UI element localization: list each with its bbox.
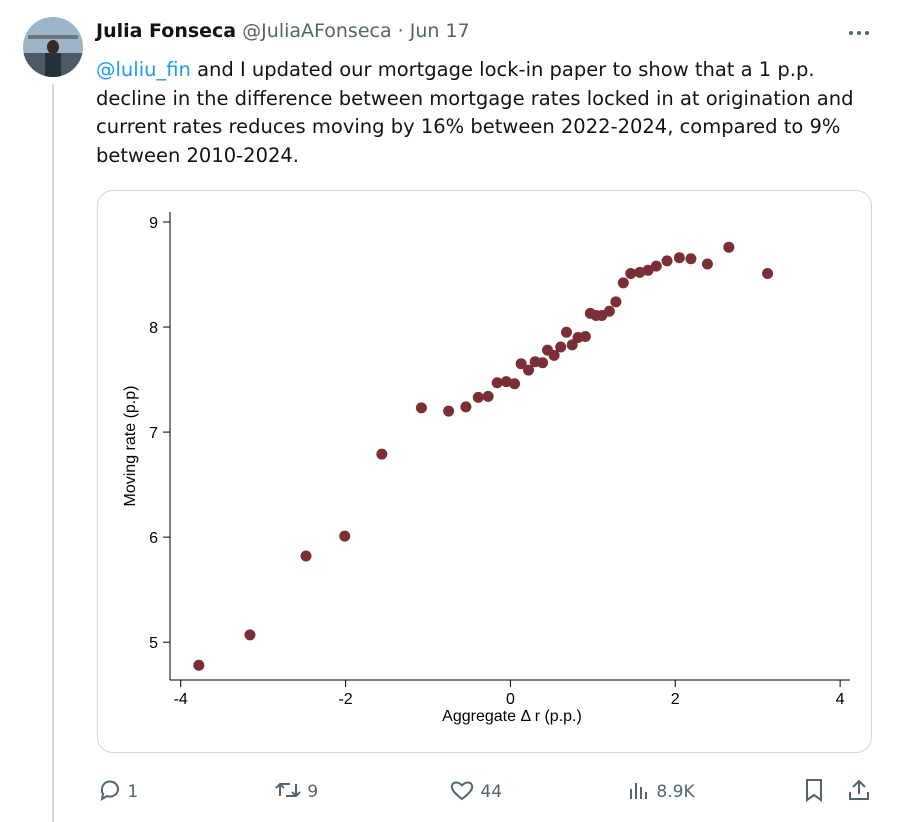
data-point bbox=[491, 377, 503, 389]
separator: · bbox=[397, 20, 404, 42]
data-point bbox=[537, 357, 549, 369]
data-point bbox=[339, 530, 351, 542]
data-point bbox=[472, 391, 484, 403]
data-point bbox=[579, 330, 591, 342]
data-point bbox=[300, 550, 312, 562]
views-icon bbox=[630, 783, 647, 799]
data-point bbox=[523, 364, 535, 376]
tweet-header: Julia Fonseca @JuliaAFonseca · Jun 17 bbox=[96, 20, 470, 42]
like-button[interactable]: 44 bbox=[449, 778, 502, 802]
x-tick-label: 0 bbox=[506, 691, 515, 708]
data-point bbox=[509, 378, 521, 390]
x-tick-label: -2 bbox=[338, 691, 352, 708]
thread-line bbox=[52, 84, 54, 822]
x-tick-label: 4 bbox=[836, 691, 845, 708]
y-tick-label: 5 bbox=[149, 635, 158, 652]
data-point bbox=[673, 252, 685, 264]
data-point bbox=[500, 376, 512, 388]
data-point bbox=[566, 339, 578, 351]
data-point bbox=[634, 266, 646, 278]
y-axis-label: Moving rate (p.p) bbox=[122, 386, 139, 507]
tweet-text: @luliu_fin and I updated our mortgage lo… bbox=[96, 56, 871, 170]
mention-link[interactable]: @luliu_fin bbox=[96, 58, 191, 81]
repost-count: 9 bbox=[307, 782, 319, 802]
data-point bbox=[661, 255, 673, 267]
media-card[interactable] bbox=[97, 190, 872, 753]
share-icon[interactable] bbox=[847, 778, 871, 802]
reply-icon bbox=[100, 780, 119, 802]
like-icon bbox=[450, 781, 474, 801]
bookmark-icon[interactable] bbox=[803, 778, 825, 802]
data-point bbox=[555, 341, 567, 353]
data-point bbox=[617, 277, 629, 289]
tweet-body: and I updated our mortgage lock-in paper… bbox=[96, 58, 854, 167]
author-handle[interactable]: @JuliaAFonseca bbox=[242, 20, 392, 42]
data-point bbox=[415, 402, 427, 414]
data-point bbox=[762, 267, 774, 279]
views-count: 8.9K bbox=[656, 782, 695, 802]
x-tick-label: -4 bbox=[174, 691, 188, 708]
data-point bbox=[723, 241, 735, 253]
data-point bbox=[560, 326, 572, 338]
post-date[interactable]: Jun 17 bbox=[409, 20, 470, 42]
data-point bbox=[460, 401, 472, 413]
x-tick-label: 2 bbox=[671, 691, 680, 708]
data-point bbox=[650, 260, 662, 272]
data-point bbox=[610, 296, 622, 308]
repost-icon bbox=[275, 782, 301, 798]
more-menu[interactable] bbox=[848, 28, 872, 38]
avatar[interactable] bbox=[23, 17, 83, 77]
data-point bbox=[548, 349, 560, 361]
repost-button[interactable]: 9 bbox=[274, 778, 318, 802]
y-tick-label: 8 bbox=[149, 320, 158, 337]
data-point bbox=[642, 264, 654, 276]
data-point bbox=[244, 629, 256, 641]
data-point bbox=[685, 253, 697, 265]
like-count: 44 bbox=[480, 782, 503, 802]
reply-count: 1 bbox=[127, 782, 139, 802]
y-tick-label: 9 bbox=[149, 215, 158, 232]
data-point bbox=[443, 405, 455, 417]
reply-button[interactable]: 1 bbox=[98, 778, 138, 802]
y-tick-label: 7 bbox=[149, 425, 158, 442]
data-point bbox=[515, 358, 527, 370]
views-button[interactable]: 8.9K bbox=[627, 778, 695, 802]
data-point bbox=[376, 448, 388, 460]
data-point bbox=[603, 305, 615, 317]
y-tick-label: 6 bbox=[149, 530, 158, 547]
data-point bbox=[482, 390, 494, 402]
data-point bbox=[701, 258, 713, 270]
x-axis-label: Aggregate Δ r (p.p.) bbox=[442, 708, 582, 725]
data-point bbox=[193, 659, 205, 671]
author-name[interactable]: Julia Fonseca bbox=[96, 20, 237, 42]
data-point bbox=[625, 267, 637, 279]
